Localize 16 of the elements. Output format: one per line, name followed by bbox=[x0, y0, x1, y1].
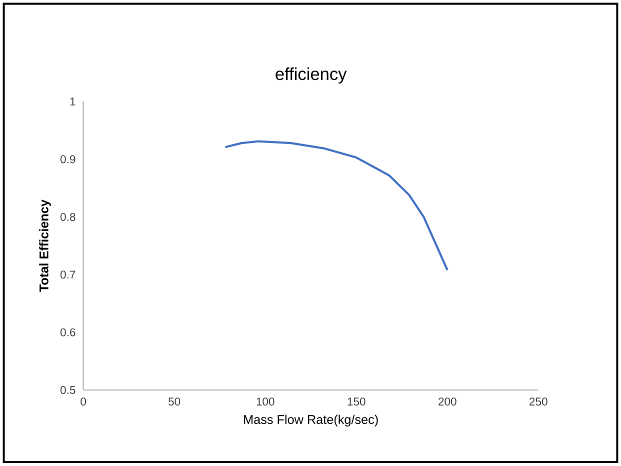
x-axis-title: Mass Flow Rate(kg/sec) bbox=[244, 414, 378, 427]
x-tick-label: 150 bbox=[348, 398, 366, 406]
y-axis-title: Total Efficiency bbox=[39, 200, 51, 292]
x-tick-label: 0 bbox=[80, 398, 86, 406]
x-tick-label: 50 bbox=[168, 398, 180, 406]
y-tick-label: 0.9 bbox=[60, 155, 76, 164]
x-tick-label: 100 bbox=[256, 398, 274, 406]
x-tick-label: 200 bbox=[438, 398, 456, 406]
y-tick-label: 0.7 bbox=[60, 270, 76, 279]
chart-title: efficiency bbox=[276, 68, 347, 84]
y-tick-label: 0.5 bbox=[60, 386, 76, 394]
y-tick-label: 1 bbox=[70, 98, 76, 106]
y-tick-label: 0.8 bbox=[60, 213, 76, 222]
x-tick-label: 250 bbox=[530, 398, 548, 406]
y-tick-label: 0.6 bbox=[60, 328, 76, 336]
line-series bbox=[224, 140, 448, 272]
